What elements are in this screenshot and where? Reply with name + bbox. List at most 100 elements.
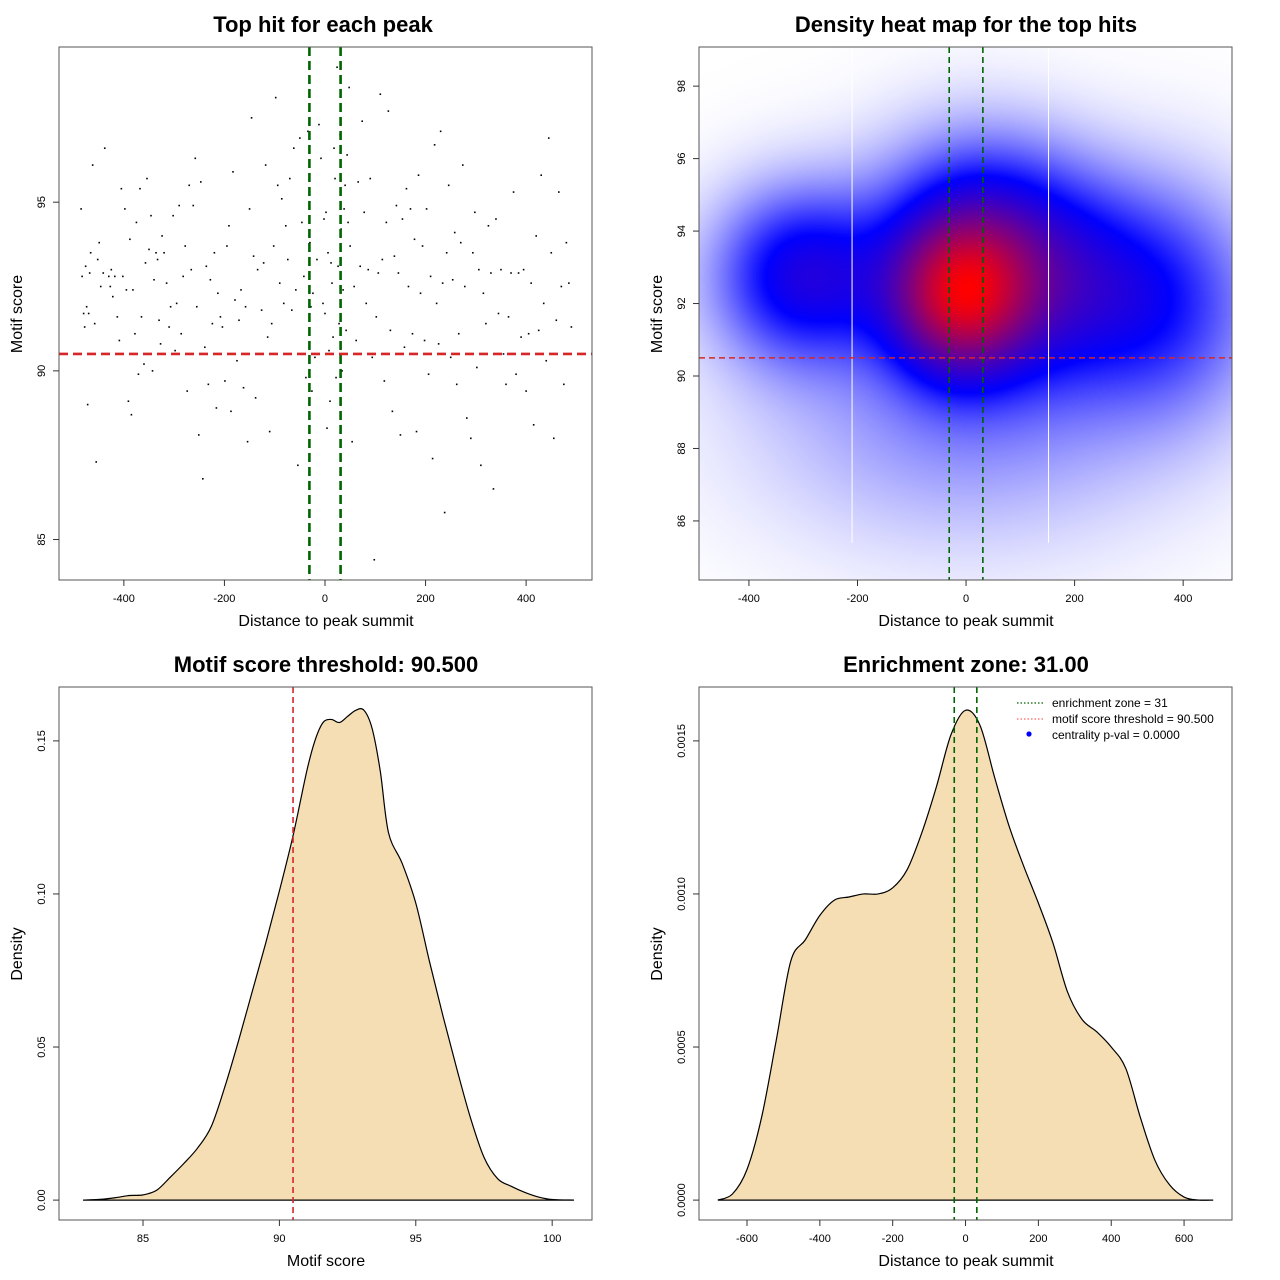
heatmap-x-tick-label: 0 [963,593,969,605]
distance-density-x-tick-label: -200 [882,1233,904,1245]
scatter-point [535,235,537,237]
scatter-title: Top hit for each peak [213,12,433,37]
heatmap-y-tick-label: 92 [676,297,688,309]
score-density-y-tick-label: 0.05 [36,1036,48,1057]
scatter-point [411,332,414,335]
scatter-point [99,285,102,288]
scatter-point [163,251,165,254]
distance-density-y-tick-label: 0.0015 [676,724,688,758]
score-density-panel: Motif score threshold: 90.500 85 90 95 100 … [9,652,593,1270]
scatter-point [532,424,535,426]
scatter-point [332,336,334,338]
scatter-point [284,224,287,227]
scatter-point [260,309,263,311]
heatmap-density-image [699,47,1232,580]
distance-density-x-tick-label: 0 [962,1233,968,1245]
scatter-point [449,356,452,359]
scatter-point [205,265,208,268]
scatter-point [286,258,289,261]
scatter-point [500,268,502,271]
scatter-point [184,245,187,247]
scatter-point [324,312,326,315]
scatter-point [310,305,312,308]
scatter-x-axis: -400 -200 0 200 400 [113,580,535,605]
scatter-point [252,255,255,257]
scatter-point [547,137,550,139]
scatter-point [293,147,295,150]
distance-density-y-tick-label: 0.0010 [676,877,688,911]
scatter-point [507,316,510,318]
heatmap-x-tick-label: 200 [1065,593,1083,605]
score-density-y-label: Density [9,927,26,980]
scatter-y-tick-label: 85 [36,533,48,545]
legend-threshold-label: motif score threshold = 90.500 [1052,712,1214,726]
heatmap-reference-lines [699,47,1232,580]
scatter-point [288,177,291,180]
scatter-point [98,241,101,244]
distance-density-reference-lines [953,687,978,1220]
heatmap-x-axis: -400 -200 0 200 400 [738,580,1192,605]
scatter-point [322,302,324,305]
scatter-point [199,181,202,183]
score-density-x-tick-label: 85 [137,1233,149,1245]
scatter-point [272,245,275,247]
scatter-y-tick-label: 95 [36,196,48,208]
scatter-point [215,407,218,409]
scatter-point [461,164,464,166]
scatter-point [318,123,320,126]
scatter-point [320,157,322,160]
heatmap-x-tick-label: -200 [846,593,868,605]
scatter-point [542,302,545,305]
scatter-point [447,184,450,187]
scatter-point [95,461,98,463]
scatter-point [328,349,330,352]
scatter-point [316,258,318,261]
scatter-point [353,285,355,288]
scatter-point [148,248,150,251]
scatter-point [146,177,148,180]
distance-density-legend: enrichment zone = 31 motif score thresho… [1017,696,1214,742]
scatter-point [234,299,236,301]
distance-density-x-tick-label: 600 [1175,1233,1193,1245]
scatter-point [130,413,133,416]
scatter-point [266,336,269,338]
scatter-point [102,272,105,274]
distance-density-y-label: Density [649,927,666,980]
heatmap-y-tick-label: 88 [676,442,688,454]
scatter-point [555,319,558,322]
scatter-point [525,390,527,392]
scatter-point [155,251,157,254]
scatter-point [226,245,228,247]
scatter-x-label: Distance to peak summit [238,613,414,630]
heatmap-y-label: Motif score [649,275,666,353]
scatter-point [116,316,119,318]
scatter-point [425,208,428,210]
scatter-point [517,272,520,274]
scatter-x-tick-label: 0 [322,593,328,605]
scatter-reference-lines [59,47,592,580]
scatter-point [445,251,448,254]
scatter-point [409,208,412,210]
scatter-point [82,312,85,315]
scatter-point [303,275,305,278]
scatter-point [337,265,339,268]
scatter-point [334,177,336,180]
scatter-point [487,224,490,227]
scatter-point [314,356,316,359]
scatter-point [401,218,404,220]
scatter-point [433,144,436,146]
scatter-point [465,417,468,419]
scatter-point [118,339,121,342]
scatter-point [213,251,216,254]
scatter-point [345,329,347,332]
scatter-point [419,292,422,295]
scatter-point [204,346,206,349]
scatter-point [423,339,426,342]
scatter-point [84,265,87,268]
scatter-point [421,245,424,247]
scatter-point [393,255,396,257]
scatter-point [431,457,434,460]
legend-enrichment-zone-label: enrichment zone = 31 [1052,696,1168,710]
scatter-point [520,336,522,338]
scatter-point [270,322,273,325]
